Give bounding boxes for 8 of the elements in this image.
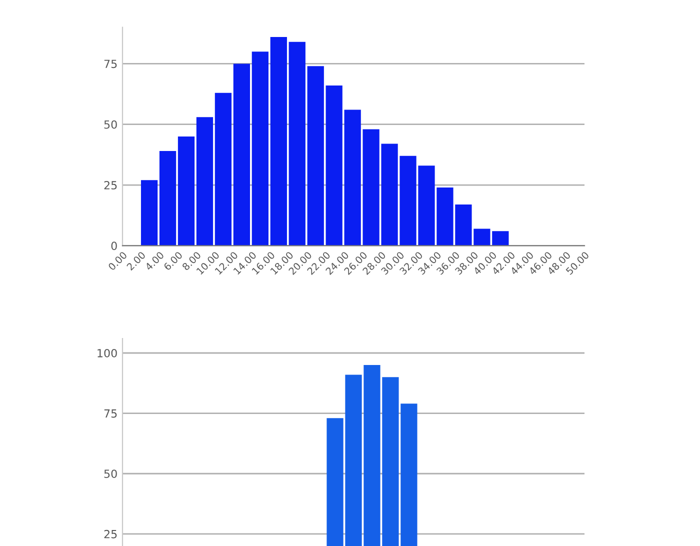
y-tick-label: 50 bbox=[104, 470, 117, 478]
y-tick-label: 75 bbox=[104, 409, 117, 418]
y-tick-label: 75 bbox=[104, 60, 117, 68]
y-tick-label: 25 bbox=[104, 530, 117, 538]
y-tick-label: 50 bbox=[104, 120, 117, 129]
y-tick-label: 0 bbox=[111, 242, 117, 250]
y-tick-label: 100 bbox=[98, 348, 117, 358]
y-tick-label: 25 bbox=[104, 181, 117, 190]
